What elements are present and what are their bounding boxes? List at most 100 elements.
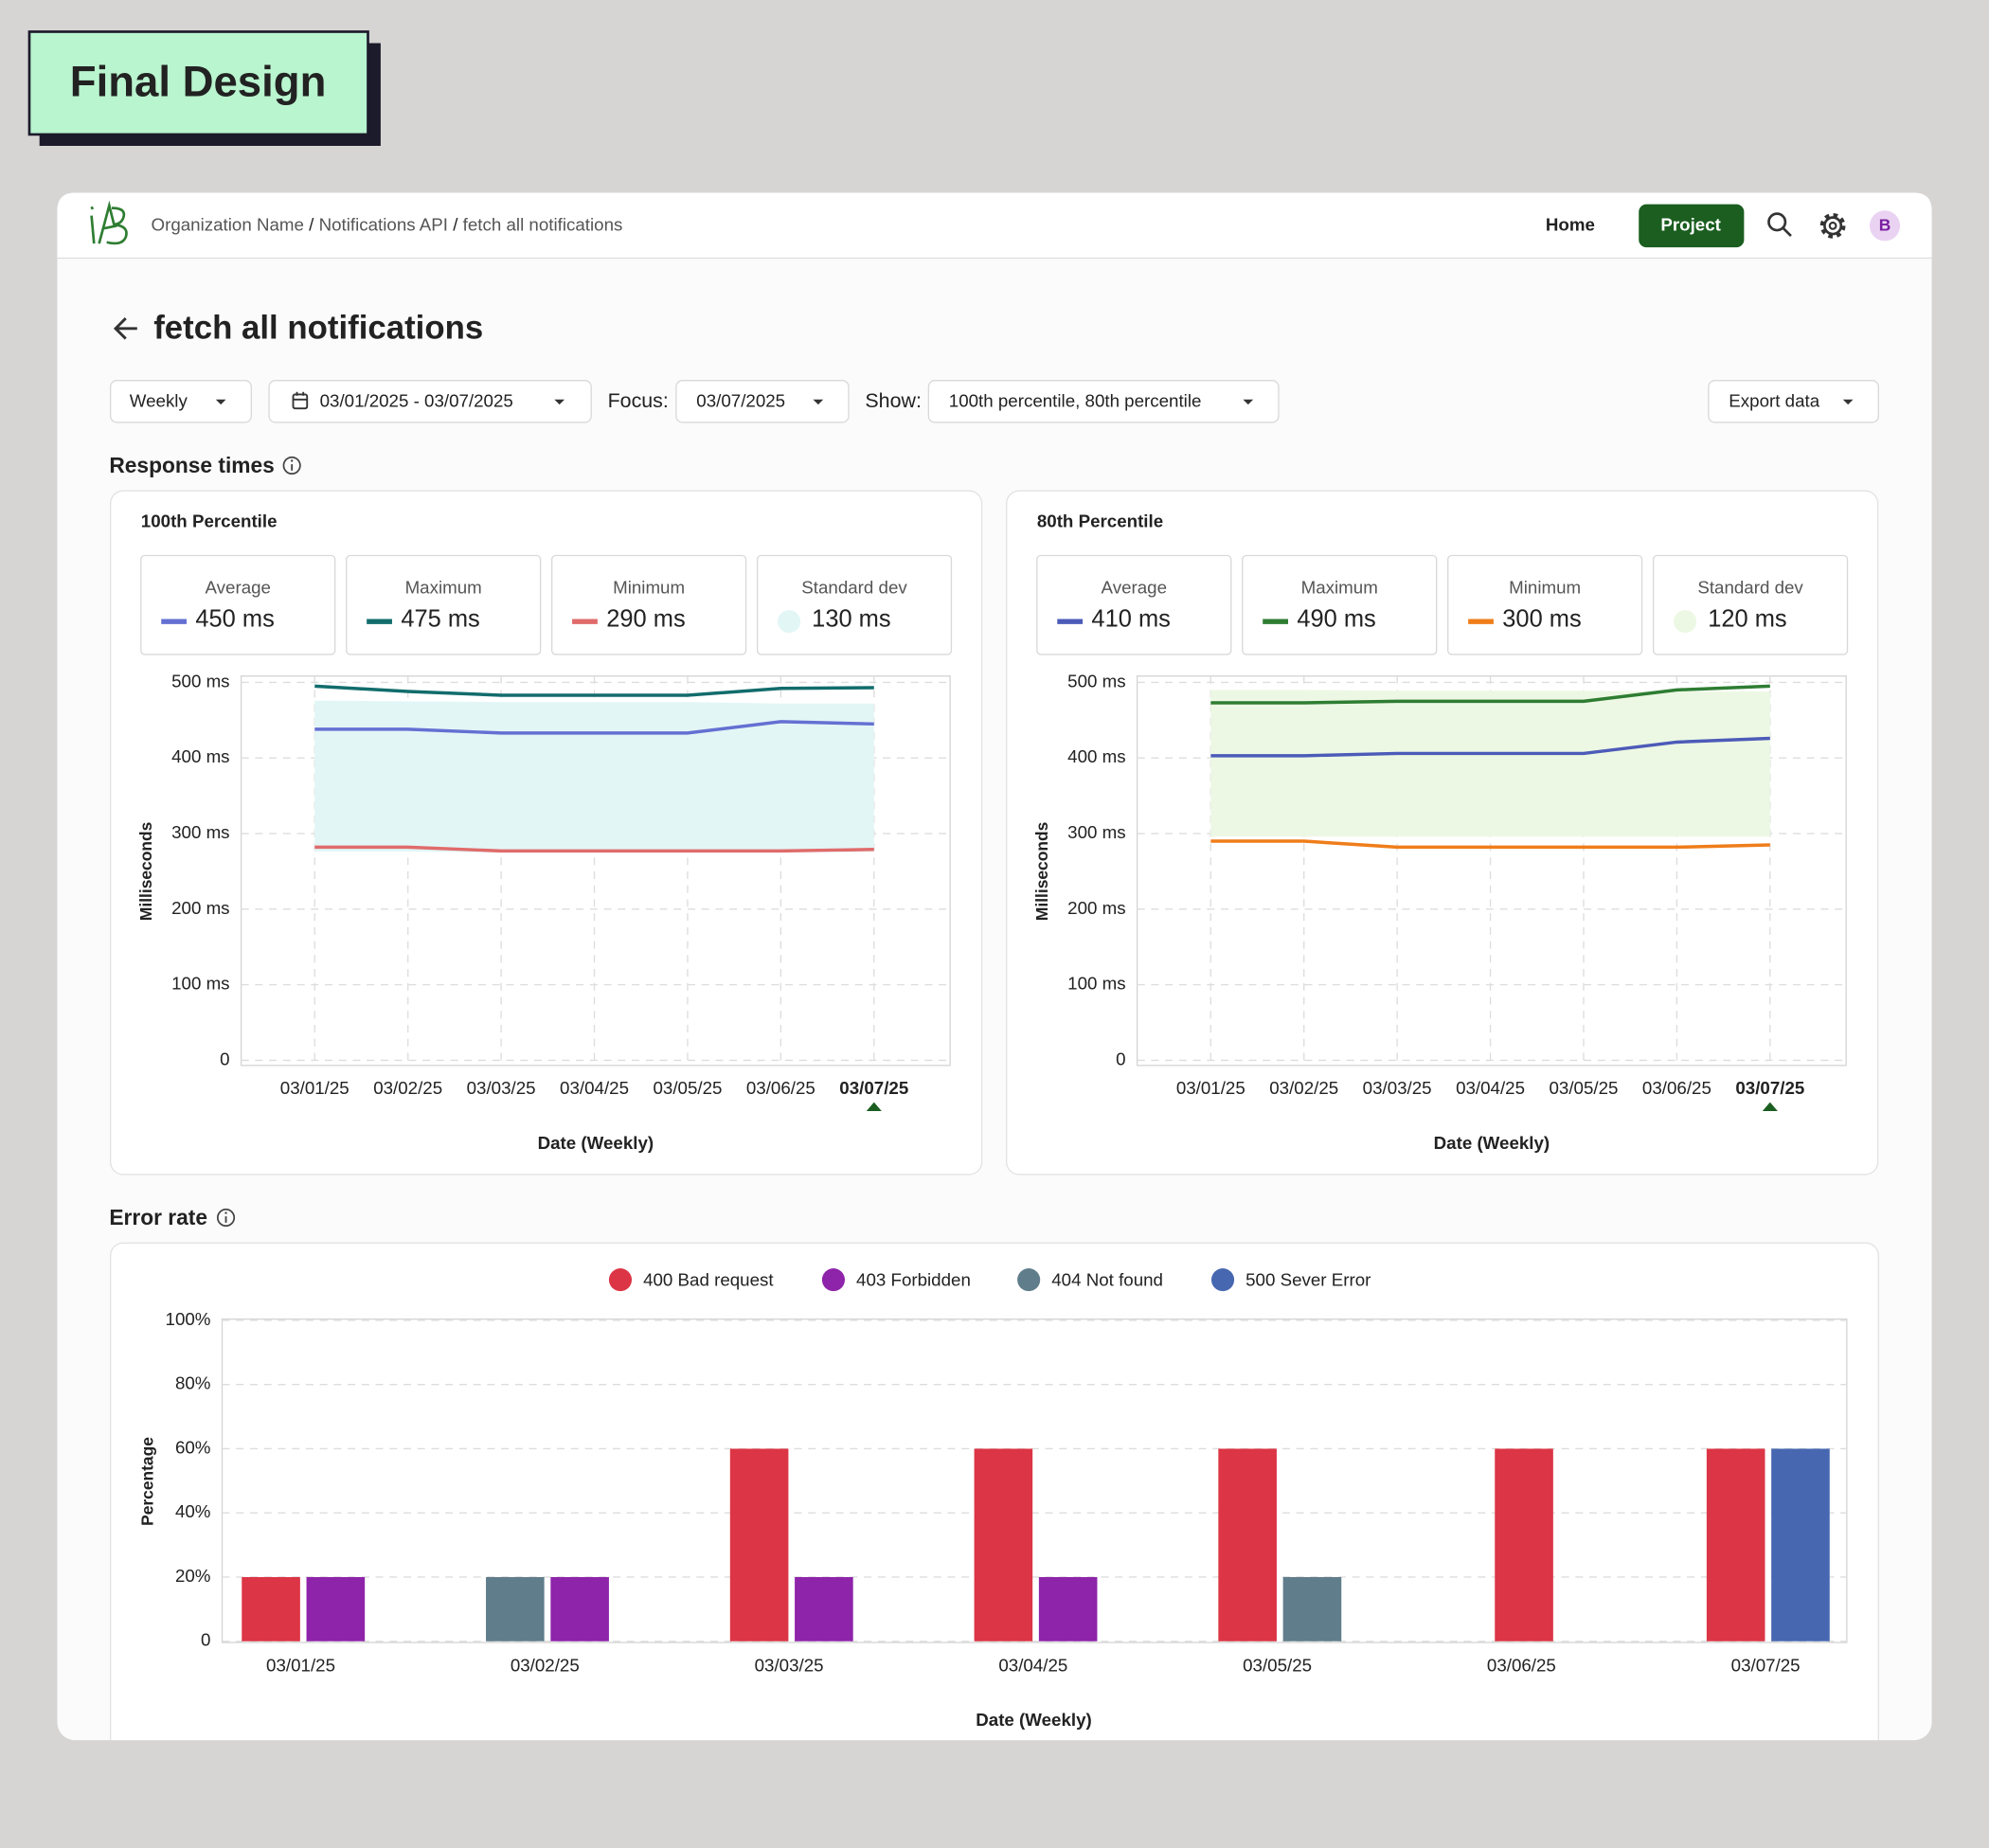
band-area: [1210, 690, 1770, 837]
bar: [729, 1448, 789, 1642]
series-line: [1210, 684, 1770, 705]
x-tick-label: 03/03/25: [1363, 1078, 1432, 1098]
legend-swatch: [821, 1268, 845, 1292]
y-tick-label: 60%: [175, 1437, 211, 1457]
y-tick-label: 500 ms: [171, 671, 229, 691]
y-axis-label: Milliseconds: [1032, 822, 1051, 921]
stat-label: Standard dev: [1697, 577, 1803, 597]
section-title: Response times: [109, 453, 274, 477]
focus-label: Focus:: [608, 389, 669, 412]
stat-label: Maximum: [1301, 577, 1378, 597]
chart-title: 80th Percentile: [1037, 511, 1163, 531]
period-dropdown[interactable]: [110, 380, 252, 423]
y-tick-label: 100 ms: [171, 974, 229, 994]
avatar[interactable]: [1869, 210, 1901, 242]
caret: [1842, 399, 1854, 405]
legend-label: 400 Bad request: [643, 1269, 774, 1289]
caret: [215, 399, 226, 405]
stat-label: Standard dev: [801, 577, 907, 597]
x-tick-label: 03/05/25: [1243, 1655, 1312, 1675]
stat-card: [346, 554, 542, 655]
nav-home[interactable]: Home: [1546, 214, 1595, 234]
x-tick-label: 03/06/25: [746, 1078, 815, 1098]
series-line: [314, 845, 874, 853]
stat-label: Minimum: [1509, 577, 1581, 597]
breadcrumb-item[interactable]: Organization Name: [152, 214, 304, 234]
bar: [974, 1448, 1033, 1642]
export-dropdown[interactable]: [1708, 380, 1879, 423]
show-dropdown[interactable]: [927, 380, 1280, 423]
x-tick-label: 03/02/25: [1269, 1078, 1338, 1098]
caret: [554, 399, 565, 405]
plot-area: [221, 1318, 1848, 1643]
y-tick-label: 0: [1116, 1049, 1125, 1068]
settings-icon[interactable]: [1819, 212, 1846, 239]
bar: [1218, 1448, 1277, 1642]
x-tick-label: 03/05/25: [1550, 1078, 1619, 1098]
back-arrow[interactable]: [113, 317, 137, 340]
x-tick-label: 03/06/25: [1642, 1078, 1711, 1098]
legend-label: 404 Not found: [1051, 1269, 1163, 1289]
stat-card: [1036, 554, 1232, 655]
series-line: [1210, 839, 1770, 850]
caret: [813, 399, 824, 405]
x-tick-label: 03/01/25: [280, 1078, 349, 1098]
series-line: [314, 720, 874, 735]
x-tick-label: 03/07/25: [1731, 1655, 1801, 1675]
calendar-icon: [292, 391, 309, 410]
legend-label: 403 Forbidden: [856, 1269, 971, 1289]
nav-project-button[interactable]: [1639, 204, 1745, 248]
stat-card: [1242, 554, 1438, 655]
x-tick-label: 03/04/25: [998, 1655, 1067, 1675]
y-tick-label: 200 ms: [171, 898, 229, 918]
legend-swatch: [1017, 1268, 1041, 1292]
legend-swatch: [608, 1268, 633, 1292]
y-tick-label: 0: [220, 1049, 229, 1068]
stat-label: Average: [206, 577, 271, 597]
section-title: Error rate: [109, 1205, 207, 1229]
bar: [306, 1576, 366, 1642]
stat-label: Minimum: [613, 577, 685, 597]
x-axis-label: Date (Weekly): [976, 1710, 1092, 1730]
stat-card: [756, 554, 953, 655]
legend-swatch: [1210, 1268, 1235, 1292]
info-icon[interactable]: [282, 456, 301, 475]
y-tick-label: 400 ms: [171, 746, 229, 766]
x-tick-label: 03/01/25: [266, 1655, 335, 1675]
x-tick-label: 03/03/25: [755, 1655, 824, 1675]
stat-label: Average: [1102, 577, 1167, 597]
y-tick-label: 20%: [175, 1566, 211, 1586]
y-tick-label: 300 ms: [171, 822, 229, 842]
x-tick-label: 03/07/25: [839, 1078, 908, 1098]
x-axis-label: Date (Weekly): [538, 1133, 654, 1153]
x-tick-label: 03/02/25: [373, 1078, 442, 1098]
avatar-initial: B: [1879, 216, 1891, 235]
y-tick-label: 100%: [166, 1309, 211, 1329]
stat-card: [140, 554, 336, 655]
stat-swatch: [1674, 610, 1697, 634]
stat-value: 300 ms: [1502, 606, 1581, 633]
x-tick-label: 03/04/25: [560, 1078, 629, 1098]
breadcrumb-item[interactable]: fetch all notifications: [463, 214, 623, 234]
y-tick-label: 100 ms: [1067, 974, 1125, 994]
focus-dropdown[interactable]: [675, 380, 850, 423]
info-icon[interactable]: [216, 1208, 236, 1228]
breadcrumb-item[interactable]: Notifications API: [319, 214, 448, 234]
stat-value: 490 ms: [1297, 606, 1375, 633]
bar: [486, 1576, 545, 1642]
nav-bar: [57, 192, 1932, 258]
nav-project[interactable]: Project: [1660, 214, 1721, 234]
search-icon[interactable]: [1767, 212, 1792, 238]
stat-card: [551, 554, 747, 655]
stat-value: 120 ms: [1708, 606, 1786, 633]
badge-text: Final Design: [70, 58, 327, 106]
date-range-dropdown[interactable]: [268, 380, 592, 423]
y-axis-label: Milliseconds: [136, 822, 155, 921]
x-tick-label: 03/07/25: [1735, 1078, 1804, 1098]
breadcrumb: Organization Name / Notifications API / …: [152, 214, 623, 234]
x-tick-label: 03/02/25: [511, 1655, 580, 1675]
bar: [550, 1576, 609, 1642]
date-range-value: 03/01/2025 - 03/07/2025: [320, 390, 513, 410]
bar: [1282, 1576, 1342, 1642]
